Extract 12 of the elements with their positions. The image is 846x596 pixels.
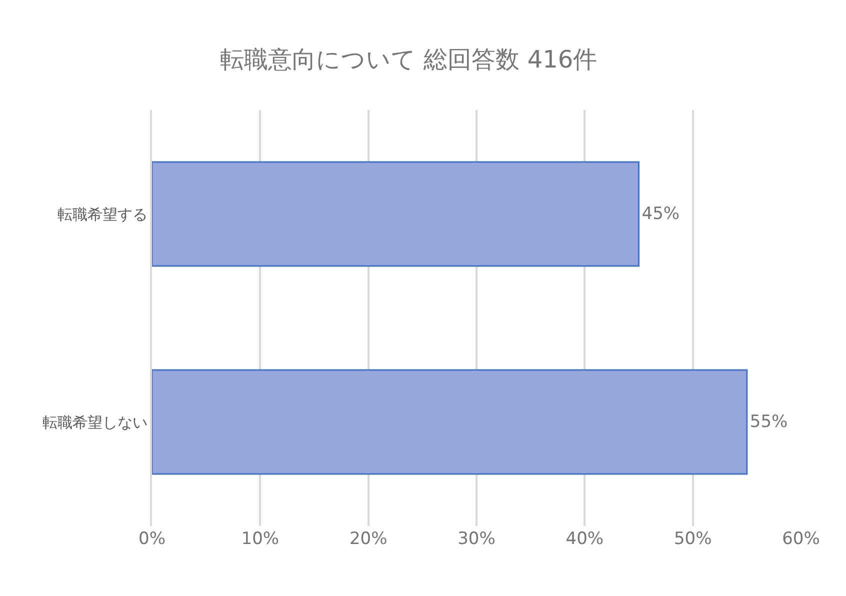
x-tick-label: 30% <box>458 529 496 549</box>
x-tick-label: 20% <box>349 529 388 549</box>
x-tick-label: 10% <box>241 529 280 549</box>
x-tick-label: 60% <box>782 529 820 549</box>
y-tick-label: 転職希望しない <box>42 413 148 432</box>
x-tick-label: 40% <box>566 529 604 549</box>
chart-title: 転職意向について 総回答数 416件 <box>220 45 598 74</box>
x-tick-label: 50% <box>674 529 712 549</box>
data-label: 45% <box>642 204 680 224</box>
y-tick-label: 転職希望する <box>57 205 148 224</box>
data-label: 55% <box>750 412 788 432</box>
x-tick-label: 0% <box>138 529 166 549</box>
